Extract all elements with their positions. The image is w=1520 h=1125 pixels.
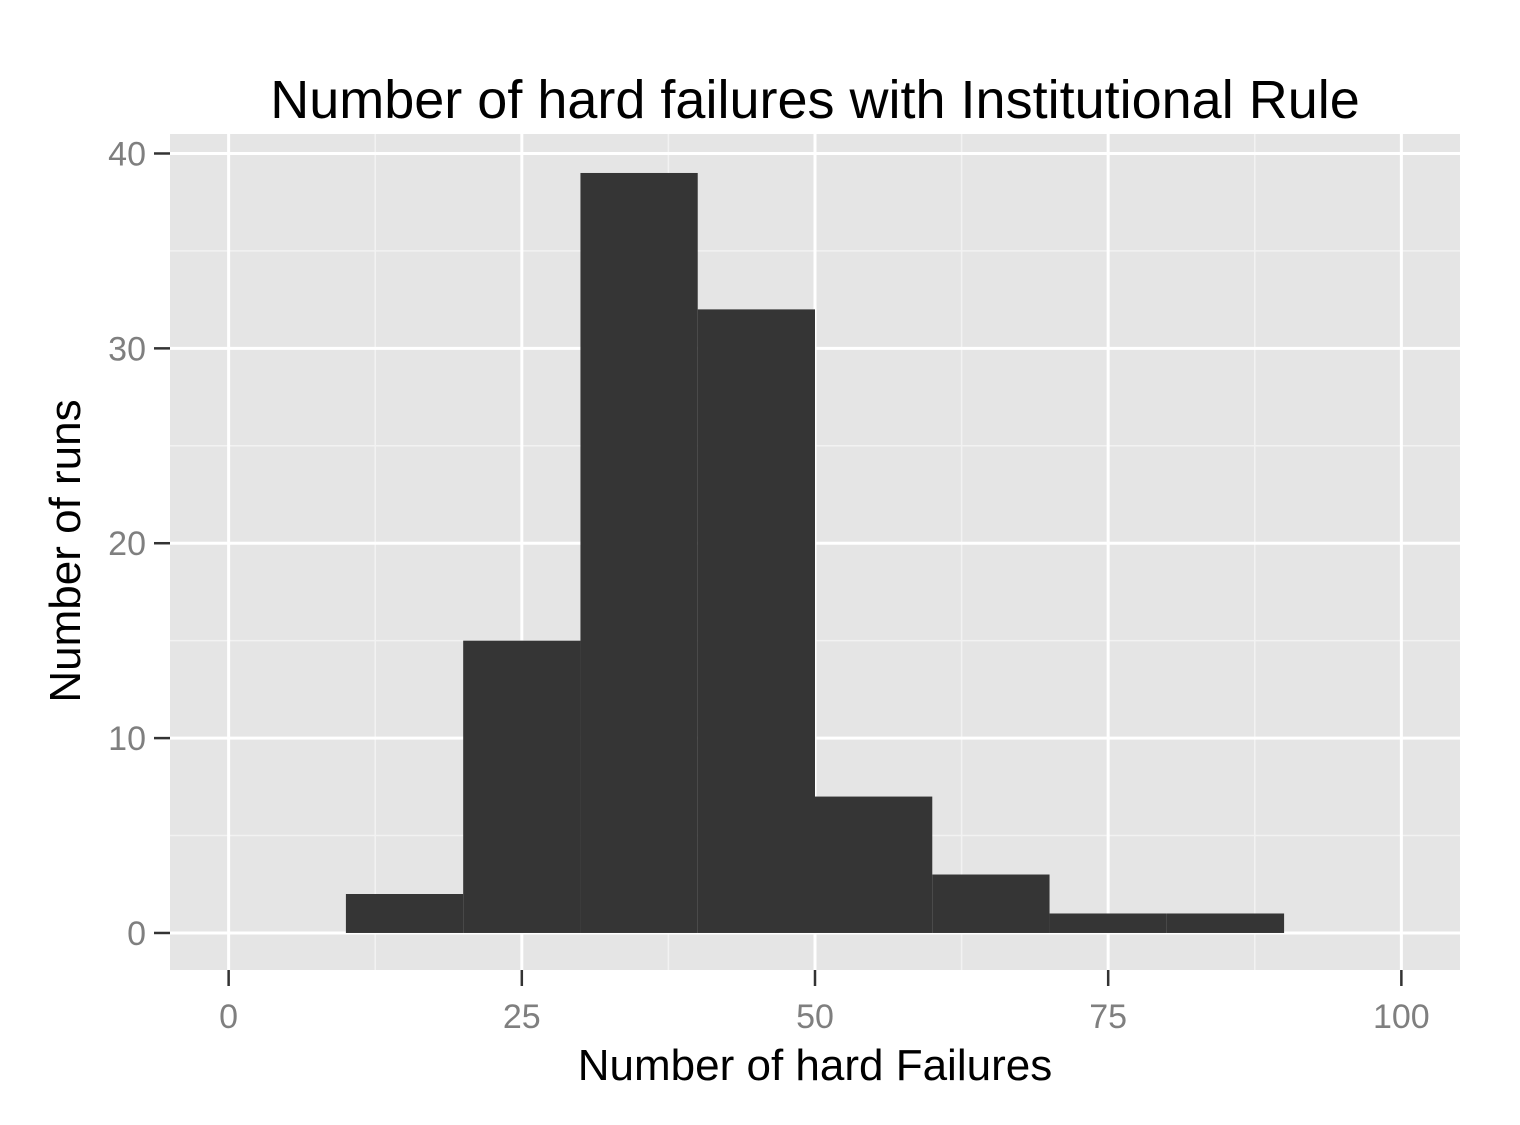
histogram-bar xyxy=(1166,913,1285,933)
histogram-bar xyxy=(580,172,698,933)
x-tick-label: 50 xyxy=(796,998,834,1036)
x-tick-label: 100 xyxy=(1373,998,1430,1036)
histogram-bar xyxy=(345,894,464,933)
x-tick-label: 25 xyxy=(503,998,541,1036)
y-tick-label: 0 xyxy=(127,915,146,953)
x-tick-label: 0 xyxy=(219,998,238,1036)
chart-title: Number of hard failures with Institution… xyxy=(270,70,1360,130)
y-tick-label: 10 xyxy=(108,720,146,758)
y-axis: 0 10 20 30 40 xyxy=(108,135,170,953)
histogram-bar xyxy=(697,309,815,933)
x-tick-label: 75 xyxy=(1089,998,1127,1036)
y-axis-title: Number of runs xyxy=(41,399,90,702)
histogram-bars xyxy=(345,172,1285,933)
x-axis: 0 25 50 75 100 xyxy=(219,970,1430,1036)
y-tick-label: 20 xyxy=(108,525,146,563)
y-tick-label: 40 xyxy=(108,135,146,173)
histogram-bar xyxy=(932,874,1050,933)
histogram-bar xyxy=(1049,913,1167,933)
histogram-bar xyxy=(463,640,581,933)
histogram-bar xyxy=(815,796,933,933)
y-tick-label: 30 xyxy=(108,330,146,368)
x-axis-title: Number of hard Failures xyxy=(578,1041,1052,1090)
